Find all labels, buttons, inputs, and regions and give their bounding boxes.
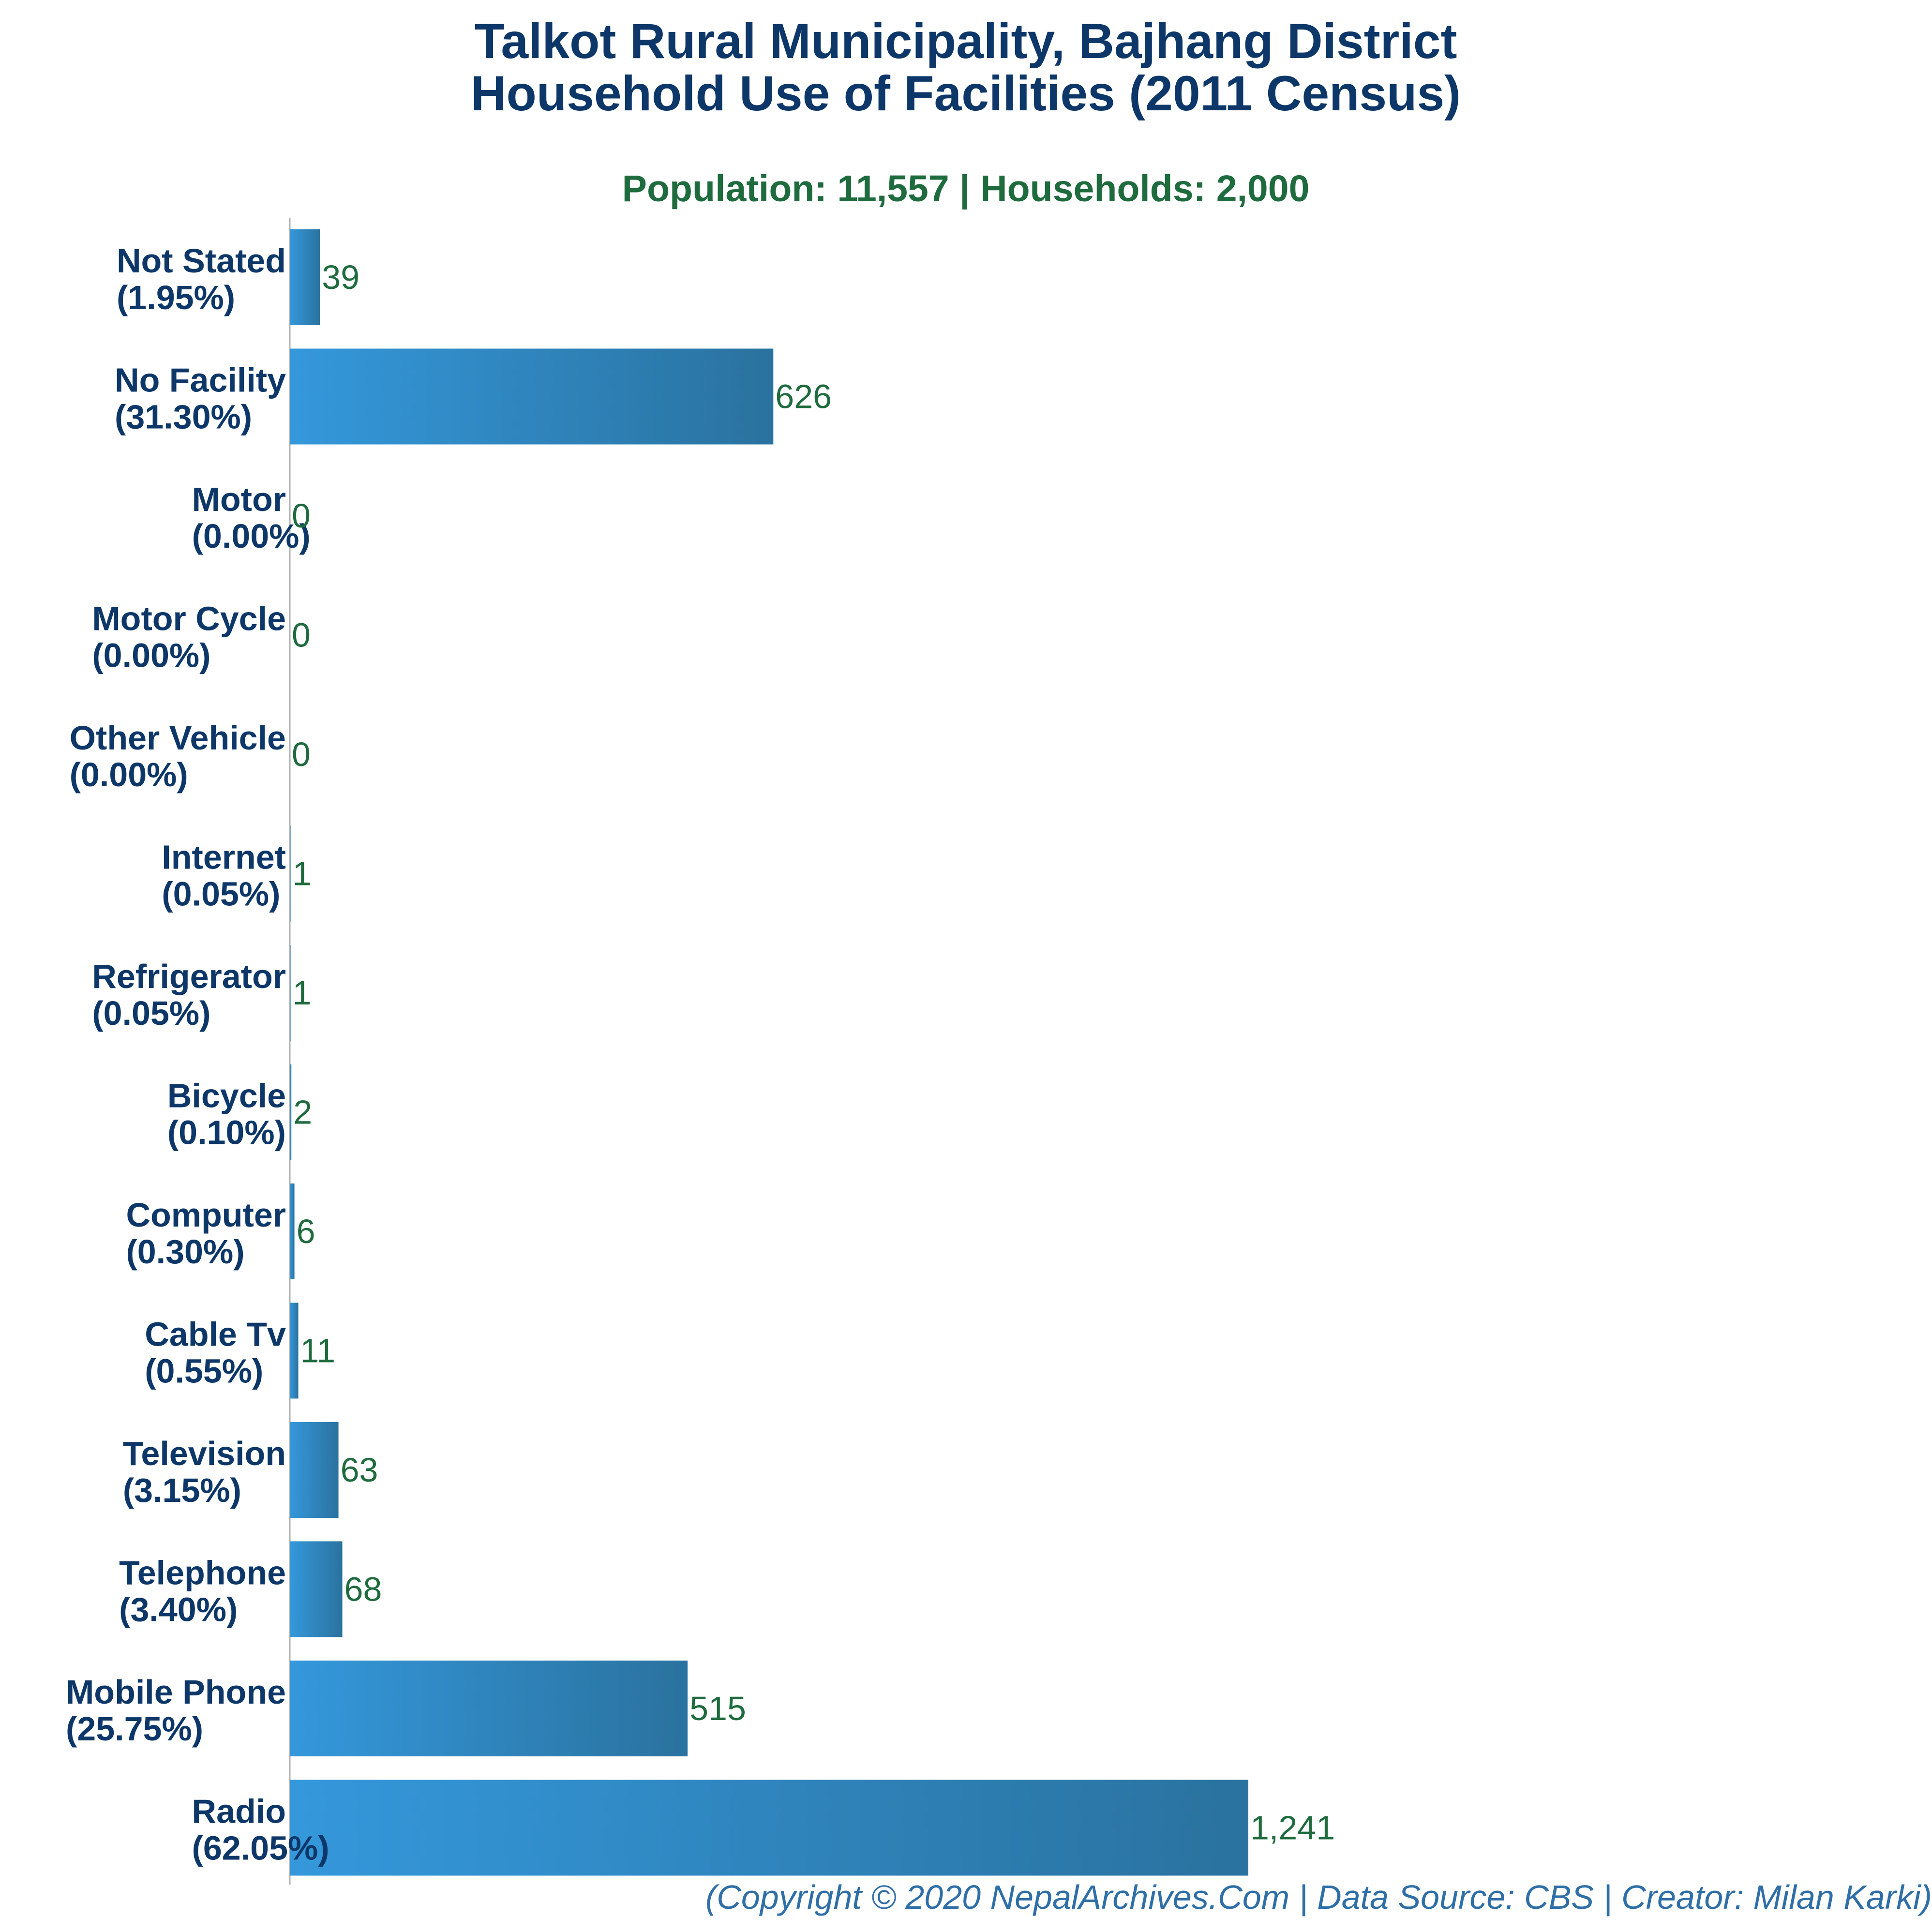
chart-footer: (Copyright © 2020 NepalArchives.Com | Da… <box>705 1878 1932 1917</box>
category-name: No Facility <box>115 361 286 399</box>
chart-title-line2: Household Use of Facilities (2011 Census… <box>471 66 1461 121</box>
category-label: Mobile Phone <box>66 1673 286 1711</box>
value-label: 1 <box>293 855 312 893</box>
bar-mobile-phone <box>290 1661 688 1756</box>
category-label: Refrigerator <box>92 958 286 995</box>
value-label: 11 <box>300 1332 336 1370</box>
category-label: Radio <box>192 1793 286 1830</box>
category-percent: (62.05%) <box>192 1829 329 1867</box>
category-label: Telephone <box>119 1554 286 1592</box>
category-percent: (0.00%) <box>70 756 188 794</box>
category-label: No Facility <box>115 361 286 399</box>
bar-refrigerator <box>290 945 291 1041</box>
value-label: 626 <box>775 378 832 416</box>
category-name: Telephone <box>119 1554 286 1592</box>
chart-title: Talkot Rural Municipality, Bajhang Distr… <box>475 14 1457 69</box>
category-name: Motor <box>192 480 286 518</box>
category-percent: (0.00%) <box>192 517 311 555</box>
category-label: Other Vehicle <box>70 719 286 757</box>
category-label: Not Stated <box>117 242 286 280</box>
category-percent: (0.05%) <box>92 994 210 1032</box>
bar-internet <box>290 825 291 922</box>
value-label: 0 <box>292 616 311 654</box>
value-label: 0 <box>292 497 311 535</box>
category-percent: (0.30%) <box>126 1233 244 1271</box>
value-label: 0 <box>292 735 311 773</box>
chart-subtitle: Population: 11,557 | Households: 2,000 <box>622 168 1310 210</box>
category-percent: (0.00%) <box>92 637 210 674</box>
bar-cable-tv <box>290 1303 299 1399</box>
bar-television <box>290 1422 339 1518</box>
value-label: 1 <box>293 974 312 1012</box>
category-percent: (3.15%) <box>123 1471 241 1509</box>
category-percent: (25.75%) <box>66 1710 203 1748</box>
category-label: Motor <box>192 480 286 518</box>
bar-not-stated <box>290 229 320 325</box>
category-percent: (3.40%) <box>119 1591 238 1629</box>
category-name: Mobile Phone <box>66 1673 286 1711</box>
bar-no-facility <box>290 348 774 445</box>
category-name: Motor Cycle <box>92 600 286 638</box>
bar-bicycle <box>290 1064 292 1160</box>
value-label: 515 <box>689 1690 746 1727</box>
bar-radio <box>290 1780 1248 1876</box>
category-labels-layer: Not Stated(1.95%) No Facility(31.30%) Moto… <box>66 242 329 1867</box>
category-name: Television <box>123 1435 286 1472</box>
value-label: 39 <box>322 258 359 296</box>
category-name: Bicycle <box>167 1077 286 1115</box>
category-label: Cable Tv <box>145 1316 286 1353</box>
value-label: 6 <box>297 1213 315 1250</box>
bars-layer <box>290 229 1248 1876</box>
category-name: Radio <box>192 1793 286 1830</box>
category-label: Television <box>123 1435 286 1472</box>
category-label: Computer <box>126 1196 286 1234</box>
value-label: 63 <box>341 1451 378 1489</box>
category-label: Bicycle <box>167 1077 286 1115</box>
category-name: Refrigerator <box>92 958 286 995</box>
category-percent: (0.10%) <box>167 1114 286 1152</box>
category-percent: (1.95%) <box>117 279 235 316</box>
category-name: Cable Tv <box>145 1316 286 1353</box>
category-percent: (0.05%) <box>162 875 280 913</box>
value-label: 2 <box>293 1093 312 1131</box>
category-label: Internet <box>162 839 286 876</box>
bar-computer <box>290 1183 295 1279</box>
bar-telephone <box>290 1541 343 1637</box>
category-name: Not Stated <box>117 242 286 280</box>
category-name: Internet <box>162 839 286 876</box>
category-name: Computer <box>126 1196 286 1234</box>
category-percent: (31.30%) <box>115 398 252 436</box>
value-label: 68 <box>344 1571 382 1608</box>
category-name: Other Vehicle <box>70 719 286 757</box>
category-percent: (0.55%) <box>145 1352 263 1390</box>
category-label: Motor Cycle <box>92 600 286 638</box>
value-label: 1,241 <box>1250 1809 1335 1847</box>
